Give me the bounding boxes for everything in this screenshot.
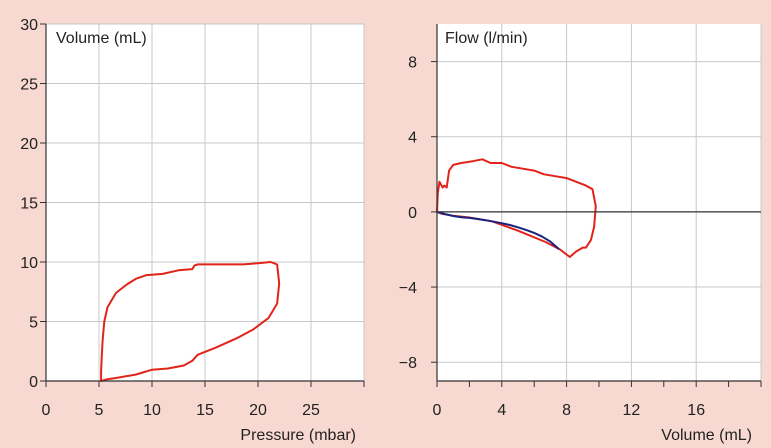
y-tick-label: −8	[399, 355, 417, 372]
y-axis-title: Volume (mL)	[56, 30, 147, 47]
plot-area	[437, 24, 761, 381]
grid-lines	[46, 23, 365, 381]
x-tick-label: 5	[95, 402, 104, 419]
axes-group	[40, 23, 365, 387]
x-tick-label: 4	[497, 402, 506, 419]
x-tick-label: 0	[42, 402, 51, 419]
y-tick-label: 15	[20, 196, 38, 213]
x-tick-label: 0	[433, 402, 442, 419]
x-tick-label: 12	[623, 402, 641, 419]
x-axis-title: Volume (mL)	[661, 427, 752, 444]
volume-flow-panel: −8 −4 0 4 8 0 4 8 12 16 Flow (l/min) Volume (mL)	[384, 0, 771, 448]
y-tick-label: 10	[20, 255, 38, 272]
x-axis-title: Pressure (mbar)	[240, 427, 356, 444]
y-tick-label: −4	[399, 280, 417, 297]
x-tick-label: 8	[562, 402, 571, 419]
y-tick-label: 0	[29, 374, 38, 391]
tick-labels: −8 −4 0 4 8 0 4 8 12 16	[399, 55, 705, 419]
y-tick-label: 20	[20, 136, 38, 153]
y-tick-label: 5	[29, 315, 38, 332]
x-tick-label: 20	[249, 402, 267, 419]
y-tick-label: 4	[408, 130, 417, 147]
tick-labels: 0 5 10 15 20 25 30 0 5 10 15 20 25	[20, 17, 320, 419]
series-line	[436, 210, 560, 250]
x-tick-label: 25	[302, 402, 320, 419]
series-group	[100, 261, 281, 382]
x-tick-label: 16	[687, 402, 705, 419]
grid-lines	[437, 24, 762, 381]
series-line	[100, 261, 281, 382]
y-tick-label: 30	[20, 17, 38, 34]
y-tick-label: 8	[408, 55, 417, 72]
y-axis-title: Flow (l/min)	[445, 30, 528, 47]
series-group	[436, 158, 597, 258]
x-tick-label: 15	[196, 402, 214, 419]
axes-group	[431, 24, 762, 387]
series-line	[436, 158, 597, 258]
pressure-volume-panel: 0 5 10 15 20 25 30 0 5 10 15 20 25 Volume (mL) Press…	[0, 0, 374, 448]
y-tick-label: 0	[408, 205, 417, 222]
x-tick-label: 10	[143, 402, 161, 419]
y-tick-label: 25	[20, 77, 38, 94]
